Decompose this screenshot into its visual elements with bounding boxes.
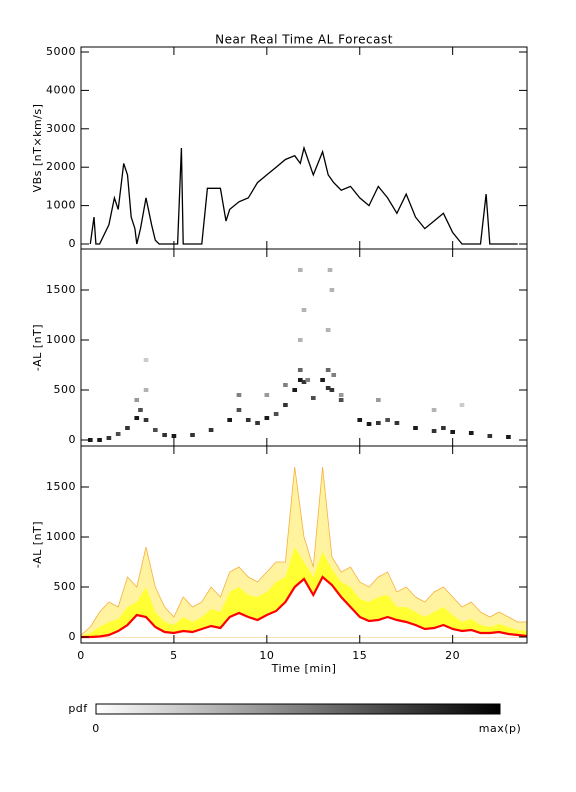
y-axis-label: VBs [nT×km/s] (31, 104, 44, 193)
y-tick-label: 500 (54, 580, 77, 593)
pdf-cell (273, 412, 279, 416)
pdf-cell (297, 368, 303, 372)
pdf-cell (171, 434, 177, 438)
pdf-cell (264, 393, 270, 397)
pdf-cell (325, 386, 331, 390)
pdf-cell (190, 433, 195, 437)
pdf-cell (385, 418, 390, 422)
y-axis-label: -AL [nT] (31, 521, 44, 568)
pdf-cell (106, 436, 112, 440)
pdf-cell (143, 418, 149, 422)
colorbar-min: 0 (92, 722, 100, 735)
pdf-cell (236, 393, 242, 397)
pdf-cell (450, 430, 455, 434)
pdf-cell (236, 408, 242, 412)
x-tick-label: 20 (445, 649, 460, 662)
pdf-cell (301, 308, 307, 312)
pdf-cell (134, 416, 140, 420)
y-tick-label: 500 (54, 383, 77, 396)
y-tick-label: 2000 (46, 160, 76, 173)
pdf-cell (134, 398, 140, 402)
colorbar (95, 703, 501, 715)
x-axis-label: Time [min] (271, 662, 337, 675)
pdf-cell (143, 358, 149, 362)
pdf-cell (115, 432, 121, 436)
chart-title: Near Real Time AL Forecast (215, 33, 393, 47)
pdf-cell (292, 388, 298, 392)
pdf-cell (162, 433, 167, 437)
quantile-area (80, 466, 528, 638)
pdf-cell (245, 418, 251, 422)
pdf-cell (227, 418, 232, 422)
pdf-cell (325, 368, 331, 372)
pdf-cell (325, 328, 331, 332)
x-tick-label: 5 (170, 649, 178, 662)
y-tick-label: 1500 (46, 283, 76, 296)
pdf-cell (87, 438, 93, 442)
pdf-cell (413, 426, 418, 430)
pdf-cell (327, 268, 333, 272)
pdf-cell (301, 380, 307, 384)
y-tick-label: 1000 (46, 530, 76, 543)
pdf-cell (297, 268, 303, 272)
y-tick-label: 5000 (46, 45, 76, 58)
pdf-cell (297, 338, 303, 342)
y-tick-label: 0 (69, 630, 77, 643)
pdf-cell (125, 426, 130, 430)
x-tick-label: 0 (77, 649, 85, 662)
pdf-cell (338, 393, 344, 397)
y-axis-label: -AL [nT] (31, 324, 44, 371)
x-tick-label: 15 (352, 649, 367, 662)
median-line (81, 575, 528, 639)
y-tick-label: 1000 (46, 199, 76, 212)
pdf-cell (394, 421, 400, 425)
pdf-cell (283, 383, 288, 387)
y-tick-label: 4000 (46, 83, 76, 96)
pdf-cell (376, 398, 381, 402)
y-tick-label: 0 (69, 237, 77, 250)
pdf-cell (97, 438, 102, 442)
pdf-cell (441, 426, 446, 430)
pdf-cell (264, 416, 270, 420)
pdf-cell (297, 378, 303, 382)
pdf-cell (283, 403, 288, 407)
plot-frame (80, 248, 528, 447)
pdf-cell (305, 378, 311, 382)
pdf-cell (255, 421, 260, 425)
pdf-cell (329, 288, 335, 292)
vbs-line (89, 145, 518, 245)
y-tick-label: 0 (69, 433, 77, 446)
pdf-cell (487, 434, 493, 438)
pdf-cell (329, 388, 335, 392)
pdf-cell (143, 388, 149, 392)
y-tick-label: 1500 (46, 480, 76, 493)
pdf-cell (506, 435, 511, 439)
pdf-cell (459, 403, 465, 407)
pdf-cell (431, 429, 437, 433)
y-tick-label: 3000 (46, 122, 76, 135)
pdf-cell (431, 408, 437, 412)
below-median (81, 577, 527, 637)
colorbar-label: pdf (68, 702, 88, 715)
pdf-cell (376, 421, 381, 425)
y-tick-label: 1000 (46, 333, 76, 346)
pdf-cell (468, 431, 474, 435)
plot-frame (80, 445, 528, 644)
pdf-cell (310, 396, 316, 400)
pdf-cell (153, 428, 158, 432)
pdf-cell (357, 418, 363, 422)
pdf-cell (338, 398, 344, 402)
pdf-cell (208, 428, 214, 432)
pdf-cell (320, 378, 325, 382)
x-tick-label: 10 (259, 649, 274, 662)
colorbar-max: max(p) (479, 722, 522, 735)
pdf-cell (331, 373, 337, 377)
pdf-cell (138, 408, 143, 412)
pdf-cell (366, 422, 372, 426)
